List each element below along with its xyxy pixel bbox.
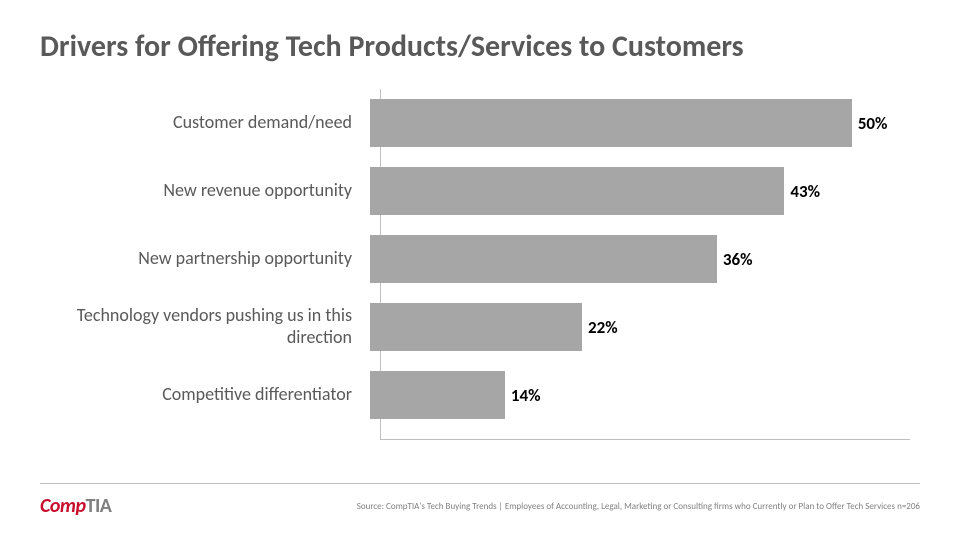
bar: [370, 99, 852, 147]
brand-logo: CompTIA: [40, 494, 111, 518]
bar-track: 36%: [370, 235, 910, 283]
page-title: Drivers for Offering Tech Products/Servi…: [40, 28, 920, 65]
bar-label: New revenue opportunity: [50, 180, 370, 202]
bar: [370, 371, 505, 419]
slide: Drivers for Offering Tech Products/Servi…: [0, 0, 960, 540]
bar-row: New revenue opportunity 43%: [50, 167, 910, 215]
bar-value: 50%: [852, 99, 888, 147]
bar-row: Technology vendors pushing us in this di…: [50, 303, 910, 351]
bar-label: New partnership opportunity: [50, 248, 370, 270]
bar-value: 43%: [784, 167, 820, 215]
bar-track: 14%: [370, 371, 910, 419]
footer-row: CompTIA Source: CompTIA's Tech Buying Tr…: [40, 494, 920, 518]
bar-label: Technology vendors pushing us in this di…: [50, 305, 370, 348]
bar: [370, 167, 784, 215]
bar-chart: Customer demand/need 50% New revenue oppor…: [50, 89, 910, 459]
bar-row: Customer demand/need 50%: [50, 99, 910, 147]
bar-track: 50%: [370, 99, 910, 147]
bar-track: 22%: [370, 303, 910, 351]
bar-track: 43%: [370, 167, 910, 215]
bar-row: New partnership opportunity 36%: [50, 235, 910, 283]
logo-primary: Comp: [40, 494, 86, 518]
footer-rule: [40, 483, 920, 484]
bar-value: 22%: [582, 303, 618, 351]
bar: [370, 235, 717, 283]
bar-value: 14%: [505, 371, 541, 419]
x-axis-line: [380, 439, 910, 440]
footer: CompTIA Source: CompTIA's Tech Buying Tr…: [40, 483, 920, 518]
source-text: Source: CompTIA's Tech Buying Trends | E…: [357, 501, 920, 512]
bar-value: 36%: [717, 235, 753, 283]
logo-secondary: TIA: [86, 494, 112, 518]
bar-label: Competitive differentiator: [50, 384, 370, 406]
bar-label: Customer demand/need: [50, 112, 370, 134]
bar: [370, 303, 582, 351]
bar-row: Competitive differentiator 14%: [50, 371, 910, 419]
